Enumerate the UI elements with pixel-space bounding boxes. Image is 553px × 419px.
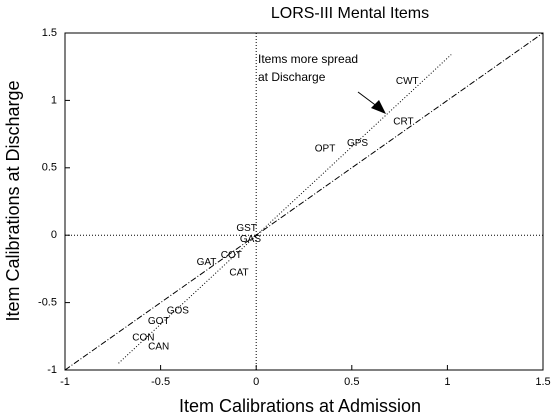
x-tick-label: 0 (253, 376, 259, 388)
point-label: GPS (347, 138, 368, 149)
y-tick-label: 0.5 (42, 162, 57, 174)
y-tick-label: 1.5 (42, 27, 57, 39)
point-label: CAT (229, 268, 248, 279)
point-label: CON (132, 332, 154, 343)
reference-line (118, 54, 452, 364)
annotation: Items more spread (258, 52, 358, 66)
point-label: CWT (396, 76, 419, 87)
chart-title: LORS-III Mental Items (271, 5, 429, 22)
x-tick-label: 1.5 (535, 376, 550, 388)
x-tick-label: -0.5 (151, 376, 170, 388)
point-label: OPT (315, 144, 336, 155)
point-label: GAS (240, 234, 261, 245)
point-label: CRT (393, 117, 413, 128)
x-axis-label: Item Calibrations at Admission (179, 396, 421, 416)
y-tick-label: -0.5 (38, 297, 57, 309)
point-label: GOS (167, 305, 190, 316)
y-axis-label: Item Calibrations at Discharge (3, 80, 23, 321)
y-tick-label: 1 (51, 94, 57, 106)
y-tick-label: 0 (51, 229, 57, 241)
plot-frame (64, 32, 544, 371)
y-tick-label: -1 (47, 364, 57, 376)
point-label: GST (236, 223, 257, 234)
arrow-head (371, 100, 386, 114)
reference-line (64, 32, 544, 371)
x-tick-label: 0.5 (344, 376, 359, 388)
x-tick-label: 1 (444, 376, 450, 388)
x-tick-label: -1 (60, 376, 70, 388)
point-label: GAT (197, 257, 217, 268)
point-label: COT (221, 250, 242, 261)
point-label: CAN (148, 342, 169, 353)
point-label: GOT (148, 316, 170, 327)
annotation: at Discharge (258, 70, 326, 84)
